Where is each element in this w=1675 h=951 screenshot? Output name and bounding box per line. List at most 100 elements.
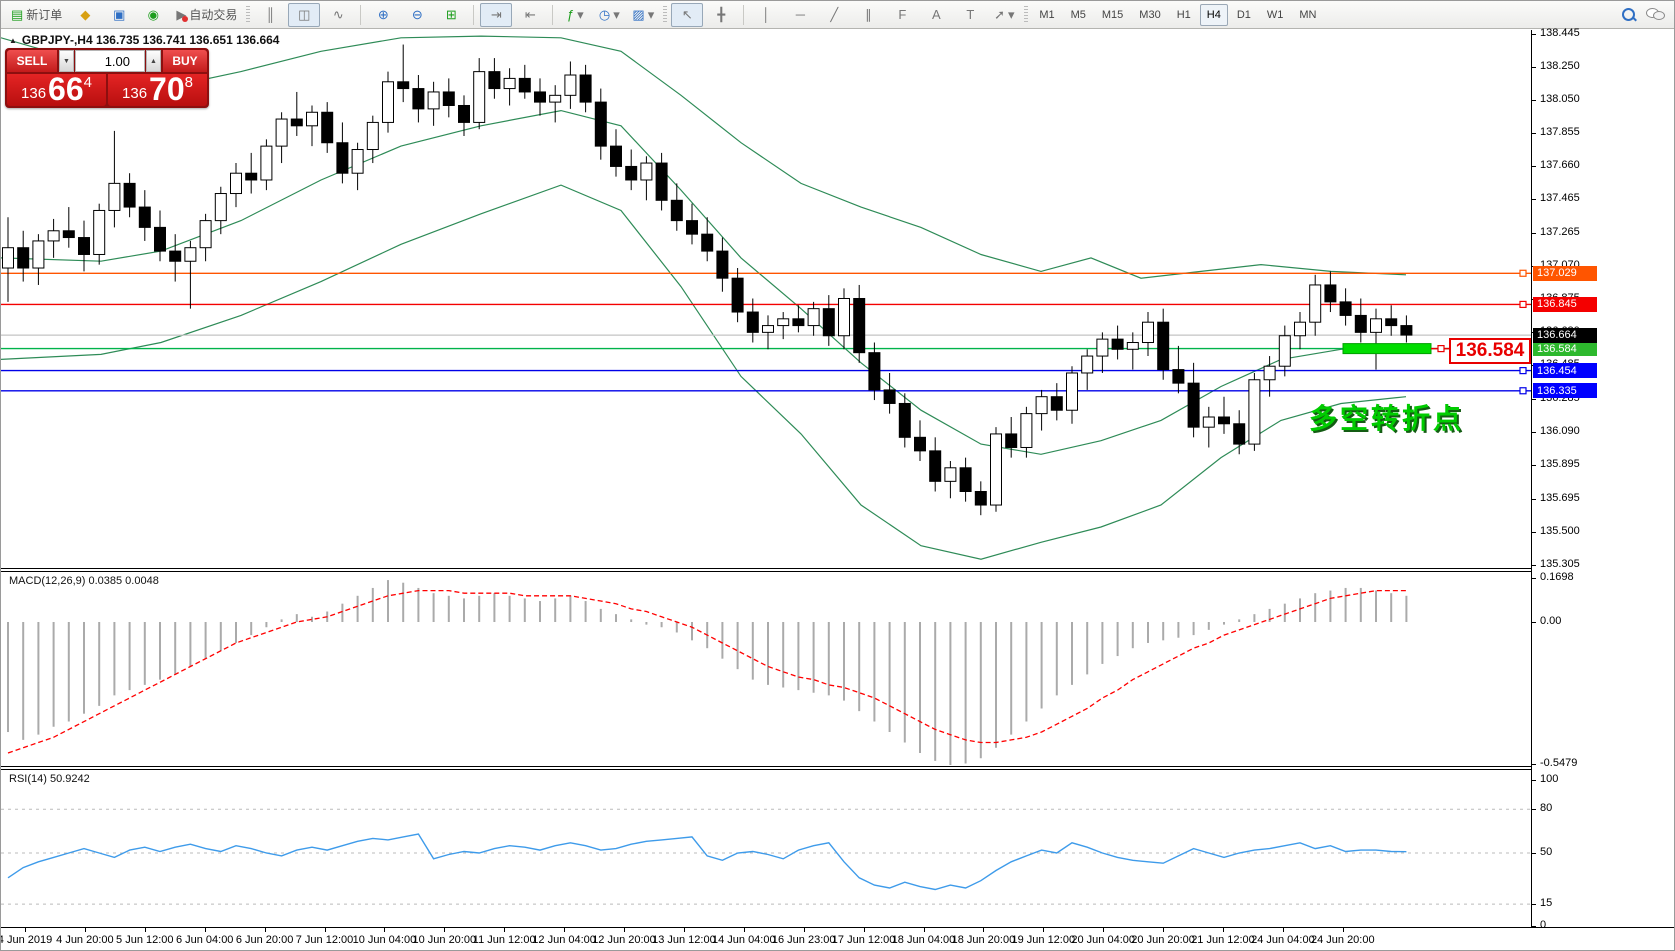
buy-button[interactable]: BUY [163,50,207,72]
candle-body [1066,372,1078,411]
auto-scroll-button[interactable]: ⇥ [480,2,513,27]
macd-max-tick [1532,577,1536,579]
zoom-in-icon: ⊕ [377,7,389,22]
candle-body [1354,314,1367,333]
zoom-out-button[interactable]: ⊖ [401,3,433,27]
candle-body [731,277,744,313]
time-tick [1163,928,1165,932]
crosshair-button[interactable]: ╋ [705,3,737,27]
volume-decrease-button[interactable]: ▼ [59,50,74,72]
rsi-pane[interactable] [1,770,1532,926]
cursor-button[interactable]: ↖ [671,2,704,27]
market-watch-button[interactable]: ▣ [103,3,135,27]
candle-body [640,162,653,181]
trendline-button[interactable]: ╱ [818,3,850,27]
timeframe-button-m30[interactable]: M30 [1139,8,1161,21]
chevron-down-icon: ▾ [577,7,584,22]
timeframe-button-h4[interactable]: H4 [1199,3,1228,26]
candle-body [1096,338,1109,357]
highlight-zone[interactable] [1342,343,1432,355]
line-chart-button[interactable]: ∿ [322,3,354,27]
rsi-15-label: 15 [1540,897,1553,910]
candle-body [1157,321,1170,371]
pane-divider[interactable] [1,568,1674,569]
autotrading-button[interactable]: ▶ 自动交易 [171,3,242,27]
price-axis[interactable]: 138.445 138.250 138.050 137.855 137.660 137.4… [1531,27,1674,931]
pane-divider[interactable] [1,571,1674,572]
timeframe-button-d1[interactable]: D1 [1236,8,1251,21]
rsi-100-label: 100 [1540,773,1559,785]
line-handle-marker[interactable] [1519,300,1527,309]
bar-chart-button[interactable]: ║ [254,3,286,27]
new-order-button[interactable]: ▤ 新订单 [6,3,67,27]
layouts-button[interactable]: ◆ [69,3,101,27]
navigator-button[interactable]: ◉ [137,3,169,27]
price-tick [1532,100,1536,102]
sell-price-tile[interactable]: 136 66 4 [7,73,106,106]
timeframe-button-h1[interactable]: H1 [1176,8,1191,21]
line-handle-marker[interactable] [1519,367,1527,375]
channel-button[interactable]: ∥ [852,3,884,27]
candle-body [412,88,425,110]
horizontal-line-button[interactable]: ─ [784,3,816,27]
timeframe-button-m15[interactable]: M15 [1101,8,1124,21]
timeframe-button-w1[interactable]: W1 [1266,8,1284,21]
collapse-panel-icon[interactable]: ▲ [9,35,17,45]
price-callout-box[interactable]: 136.584 [1449,338,1531,364]
periods-button[interactable]: ◷ ▾ [593,3,625,27]
templates-button[interactable]: ▨ ▾ [627,3,659,27]
sell-button[interactable]: SELL [7,50,57,72]
zoom-in-button[interactable]: ⊕ [367,3,399,27]
time-tick [983,928,985,932]
candle-body [822,308,835,337]
macd-pane[interactable] [1,572,1532,765]
new-order-label: 新订单 [26,8,63,22]
candle-body [123,182,136,208]
timeframe-button-mn[interactable]: MN [1299,8,1317,21]
candle-body [518,77,531,93]
chat-icon[interactable] [1646,8,1665,21]
price-tick [1532,133,1536,135]
pane-divider[interactable] [1,769,1674,770]
candle-body [625,165,638,181]
price-tick [1532,166,1536,168]
volume-input[interactable]: 1.00 [75,50,145,72]
tile-windows-button[interactable]: ⊞ [435,3,467,27]
indicators-button[interactable]: ƒ ▾ [559,3,591,27]
time-tick [803,928,805,932]
candle-body [1218,416,1230,425]
rsi-0-tick [1532,926,1536,927]
time-label: 12 Jun 20:00 [592,934,656,946]
toolbar-separator [473,4,475,25]
main-price-chart[interactable] [1,30,1532,568]
candle-body [397,81,410,90]
timeframe-button-m5[interactable]: M5 [1070,8,1086,21]
pane-divider[interactable] [1,766,1674,767]
candle-body [1263,365,1276,381]
time-axis[interactable]: 4 Jun 2019 4 Jun 20:00 5 Jun 12:00 6 Jun 04… [1,927,1674,950]
text-button[interactable]: A [920,3,952,27]
candle-body [184,247,197,262]
price-tick [1532,565,1536,567]
search-icon[interactable] [1622,7,1637,22]
text-label-button[interactable]: T [954,3,986,27]
candle-chart-button[interactable]: ◫ [288,2,321,27]
buy-price-tile[interactable]: 136 70 8 [108,73,207,106]
rsi-line [7,833,1407,891]
line-handle-marker[interactable] [1519,387,1527,395]
candle-body [138,206,151,228]
arrows-button[interactable]: ➚ ▾ [988,3,1020,27]
time-tick [1342,928,1344,932]
volume-increase-button[interactable]: ▲ [146,50,161,72]
timeframe-button-m1[interactable]: M1 [1039,8,1055,21]
fibonacci-button[interactable]: F [886,3,918,27]
chart-shift-button[interactable]: ⇤ [514,3,546,27]
vertical-line-button[interactable]: │ [750,3,782,27]
candle-body [154,226,166,252]
time-tick [444,928,446,932]
callout-anchor-marker[interactable] [1437,345,1445,353]
line-handle-marker[interactable] [1519,269,1527,277]
candle-body [670,199,683,222]
turning-point-annotation[interactable]: 多空转折点 [1309,403,1465,434]
